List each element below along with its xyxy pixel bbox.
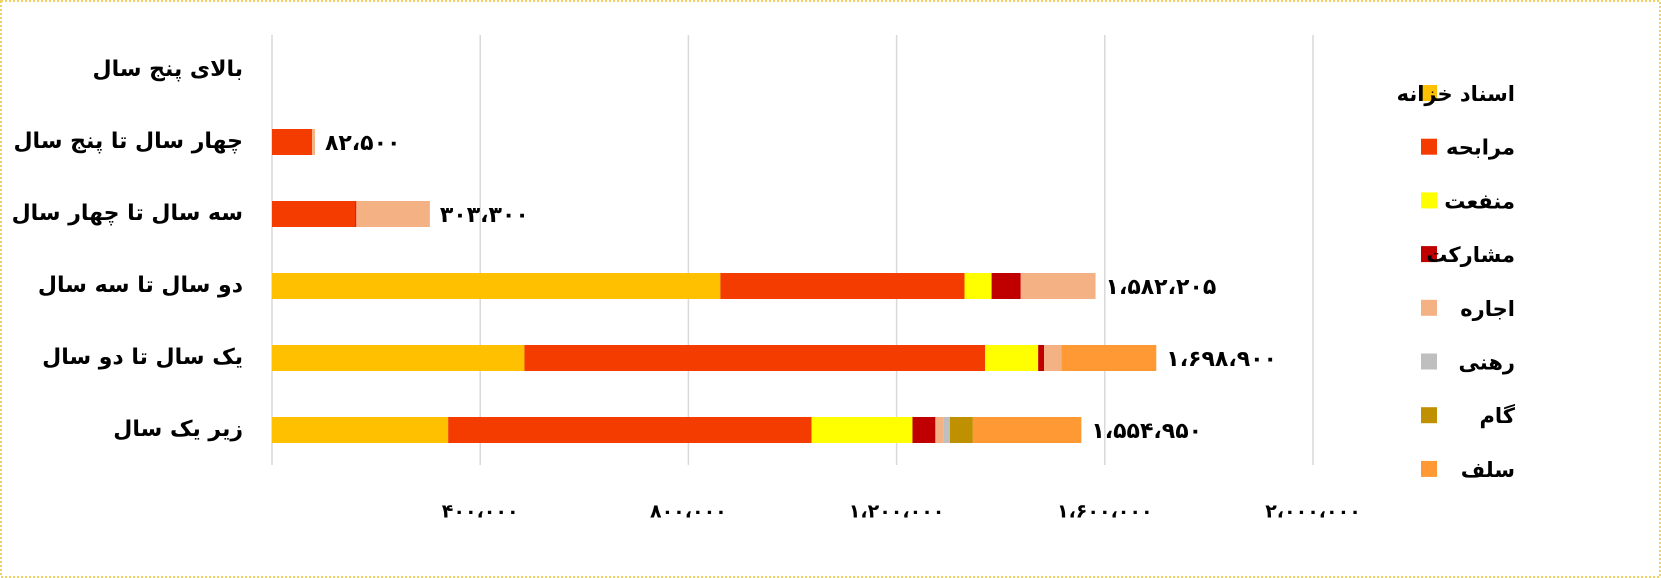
total-label: ۸۲،۵۰۰ <box>325 131 401 156</box>
x-tick-label: ۲،۰۰۰،۰۰۰ <box>1265 501 1361 523</box>
bar-segment <box>356 201 430 227</box>
bar-segment <box>272 345 525 371</box>
bar-segment <box>524 345 986 371</box>
category-label: یک سال تا دو سال <box>42 345 243 370</box>
category-label: زیر یک سال <box>113 417 243 442</box>
total-label: ۱،۵۵۴،۹۵۰ <box>1091 419 1202 444</box>
total-label: ۱،۵۸۲،۲۰۵ <box>1106 275 1217 300</box>
category-label: چهار سال تا پنج سال <box>13 129 243 154</box>
bar-segment <box>935 417 944 443</box>
bar-segment <box>1061 345 1157 371</box>
legend-swatch <box>1421 246 1437 263</box>
bar-segment <box>972 417 1082 443</box>
legend-label: اسناد خزانه <box>1397 82 1515 106</box>
bar-segment <box>720 273 965 299</box>
legend-swatch <box>1421 407 1437 424</box>
legend-swatch <box>1421 353 1437 370</box>
x-tick-label: ۴۰۰،۰۰۰ <box>442 501 519 523</box>
legend-label: رهنی <box>1459 351 1515 375</box>
bar-segment <box>1038 345 1045 371</box>
legend-label: سلف <box>1461 458 1515 482</box>
total-label: ۳۰۳،۳۰۰ <box>440 203 529 228</box>
bar-segment <box>811 417 913 443</box>
bar-segment <box>312 129 315 155</box>
bar-segment <box>985 345 1039 371</box>
bar-segment <box>272 417 449 443</box>
legend-label: مرابحه <box>1446 136 1515 160</box>
bar-segment <box>991 273 1021 299</box>
legend-swatch <box>1421 85 1437 101</box>
bar-segment <box>448 417 812 443</box>
bar-segment <box>943 417 950 443</box>
bar-segment <box>949 417 973 443</box>
bar-segment <box>355 201 357 227</box>
bar-segment <box>912 417 936 443</box>
bar-segment <box>272 273 721 299</box>
bar-segment <box>272 201 356 227</box>
legend-label: مشارکت <box>1426 243 1515 267</box>
bar-segment <box>272 129 313 155</box>
category-label: دو سال تا سه سال <box>38 273 243 298</box>
legend-label: منفعت <box>1444 189 1515 213</box>
category-label: بالای پنج سال <box>93 57 243 82</box>
x-tick-label: ۱،۲۰۰،۰۰۰ <box>849 501 945 523</box>
bar-segment <box>1020 273 1096 299</box>
bar-segment <box>1044 345 1062 371</box>
legend-label: اجاره <box>1460 297 1515 321</box>
legend-swatch <box>1421 192 1437 209</box>
legend-label: گام <box>1480 403 1516 428</box>
bar-segment <box>964 273 992 299</box>
category-label: سه سال تا چهار سال <box>12 201 243 226</box>
x-tick-label: ۸۰۰،۰۰۰ <box>650 501 727 523</box>
legend-swatch <box>1421 460 1437 477</box>
legend-swatch <box>1421 299 1437 316</box>
x-tick-label: ۱،۶۰۰،۰۰۰ <box>1057 501 1153 523</box>
total-label: ۱،۶۹۸،۹۰۰ <box>1166 347 1277 372</box>
legend-swatch <box>1421 138 1437 155</box>
